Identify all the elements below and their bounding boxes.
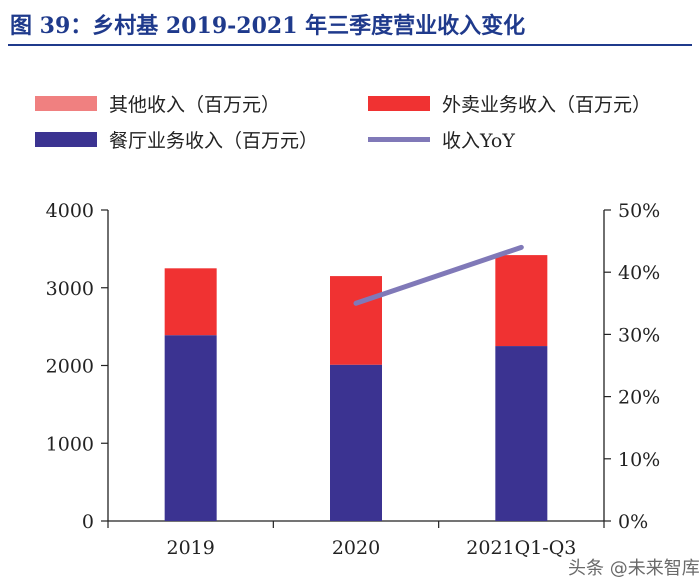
legend-other-swatch — [35, 96, 97, 111]
bar-delivery — [495, 255, 548, 347]
x-tick-label: 2019 — [166, 537, 214, 559]
title-underline — [8, 44, 692, 46]
yoy-line — [353, 244, 524, 306]
legend-delivery-swatch — [368, 96, 430, 111]
legend-other-label: 其他收入（百万元） — [109, 94, 281, 116]
bar-restaurant — [330, 364, 382, 521]
x-tick-label: 2021Q1-Q3 — [466, 537, 576, 559]
bar-delivery — [164, 268, 217, 336]
y-tick-label: 0 — [82, 511, 94, 533]
y2-tick-label: 40% — [618, 262, 660, 284]
legend-restaurant-label: 餐厅业务收入（百万元） — [109, 130, 319, 152]
legend-yoy: 收入YoY — [368, 126, 515, 153]
watermark: 头条 @未来智库 — [568, 558, 700, 579]
y-tick-label: 2000 — [46, 356, 94, 378]
bar-restaurant — [495, 346, 548, 521]
legend-restaurant: 餐厅业务收入（百万元） — [35, 126, 318, 153]
legend-delivery: 外卖业务收入（百万元） — [368, 90, 651, 117]
y2-tick-label: 10% — [618, 449, 660, 471]
legend-delivery-label: 外卖业务收入（百万元） — [442, 94, 652, 116]
y-tick-label: 4000 — [46, 200, 94, 222]
bar-restaurant — [164, 335, 217, 521]
y2-tick-label: 30% — [618, 324, 660, 346]
bar-delivery — [330, 276, 382, 365]
y2-tick-label: 0% — [618, 511, 648, 533]
legend-restaurant-swatch — [35, 132, 97, 147]
y2-tick-label: 50% — [618, 200, 660, 222]
y2-tick-label: 20% — [618, 387, 660, 409]
x-tick-label: 2020 — [332, 537, 380, 559]
figure-title: 图 39：乡村基 2019-2021 年三季度营业收入变化 — [10, 13, 526, 39]
y-tick-label: 3000 — [46, 278, 94, 300]
legend-yoy-label: 收入YoY — [442, 130, 515, 152]
y-tick-label: 1000 — [46, 433, 94, 455]
legend-yoy-line — [368, 137, 430, 142]
legend-other: 其他收入（百万元） — [35, 90, 280, 117]
